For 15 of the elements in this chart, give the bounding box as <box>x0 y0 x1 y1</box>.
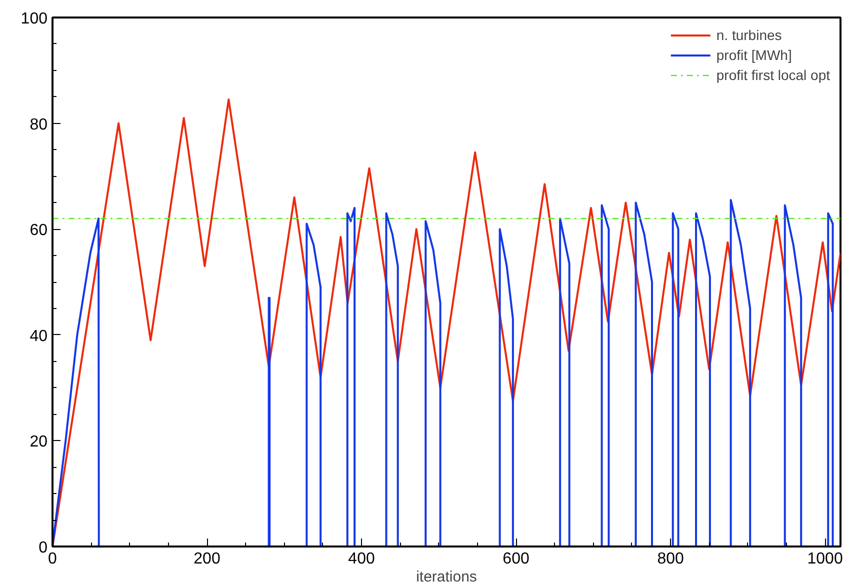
x-tick-label: 800 <box>657 550 684 568</box>
y-tick-label: 80 <box>30 116 48 134</box>
legend-label: profit [MWh] <box>716 47 792 63</box>
y-tick-label: 20 <box>30 434 48 451</box>
x-tick-label: 600 <box>502 550 530 568</box>
y-tick-label: 100 <box>20 10 48 28</box>
legend-label: n. turbines <box>716 27 782 43</box>
y-tick-label: 40 <box>30 328 48 345</box>
x-tick-label: 1000 <box>807 550 843 568</box>
y-tick-label: 0 <box>38 540 48 556</box>
x-tick-label: 400 <box>348 550 375 568</box>
legend-label: profit first local opt <box>716 67 830 83</box>
x-axis-title: iterations <box>416 568 477 586</box>
x-tick-label: 200 <box>194 550 220 568</box>
y-tick-label: 60 <box>30 222 48 240</box>
